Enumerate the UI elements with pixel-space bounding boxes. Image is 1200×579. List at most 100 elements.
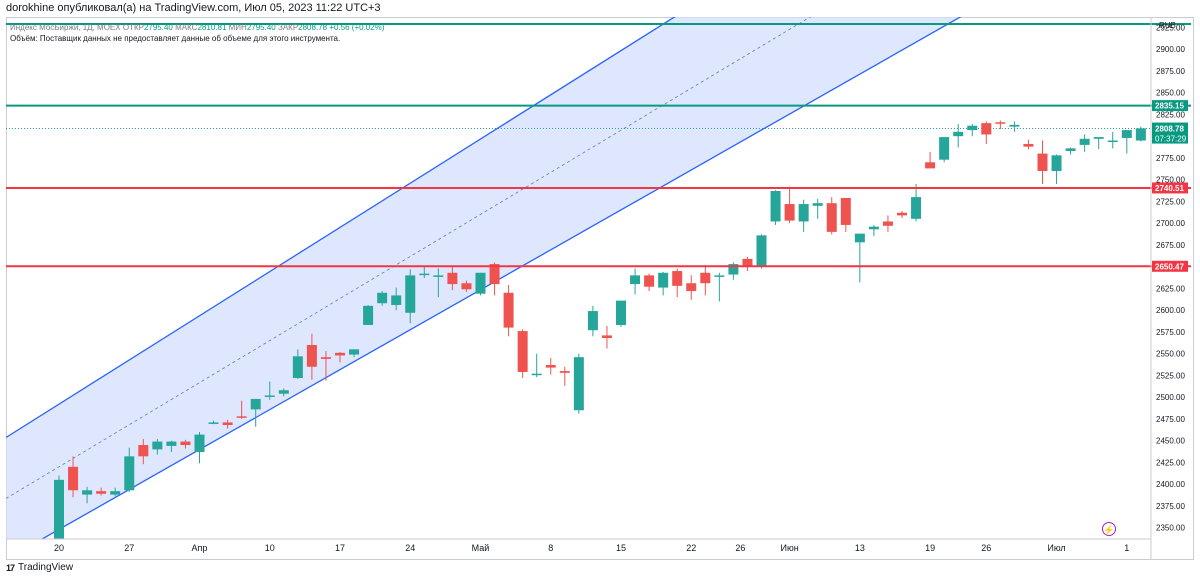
y-tick-label: 2550.00	[1156, 350, 1185, 359]
candle-body	[868, 226, 879, 230]
candle-body	[349, 349, 360, 355]
candle	[981, 121, 992, 145]
candle-body	[1135, 128, 1146, 141]
candle-body	[531, 373, 542, 376]
candle-body	[517, 331, 528, 372]
plot-area	[6, 17, 1151, 539]
candle-body	[278, 390, 289, 394]
candle-body	[208, 422, 219, 424]
candle	[320, 351, 331, 381]
y-tick-label: 2525.00	[1156, 371, 1185, 380]
candle	[335, 351, 345, 363]
candle-body	[405, 275, 416, 313]
legend-low: 2795.40	[246, 23, 276, 32]
candle-body	[911, 197, 922, 219]
candle-body	[812, 203, 823, 206]
candle	[152, 438, 163, 455]
footer-brand-label: TradingView	[18, 562, 74, 573]
candle	[194, 431, 205, 464]
candle	[1051, 154, 1062, 185]
y-tick-label: 2925.00	[1156, 23, 1185, 32]
x-tick-label: 19	[925, 543, 935, 553]
candle-body	[222, 422, 233, 426]
level-tag-2-bg	[1152, 100, 1188, 112]
candle	[306, 333, 317, 380]
level-tag-0: 2740.51	[1155, 184, 1184, 193]
candle	[517, 329, 528, 379]
candle-body	[981, 123, 992, 135]
legend-change: +0.56 (+0.02%)	[329, 23, 385, 32]
candle	[363, 304, 374, 325]
candle-body	[840, 197, 851, 225]
candle	[587, 305, 598, 337]
candle-body	[320, 357, 331, 359]
footer-brand[interactable]: 17 TradingView	[6, 562, 73, 573]
candle	[292, 349, 303, 379]
candle	[897, 211, 907, 218]
candle-body	[194, 434, 205, 452]
candle-body	[82, 490, 93, 495]
candle	[1135, 126, 1146, 142]
candle-body	[854, 233, 865, 243]
candle-body	[377, 292, 388, 304]
candle	[742, 257, 753, 272]
y-tick-label: 2500.00	[1156, 393, 1185, 402]
candle	[826, 197, 837, 235]
candle	[433, 268, 444, 298]
candle-body	[1079, 138, 1090, 145]
x-tick-label: 10	[265, 543, 275, 553]
candle	[377, 291, 388, 306]
y-tick-label: 2700.00	[1156, 219, 1185, 228]
volume-note: Объём: Поставщик данных не предоставляет…	[10, 34, 341, 43]
y-tick-label: 2775.00	[1156, 154, 1185, 163]
candle-body	[475, 272, 486, 294]
y-tick-label: 2575.00	[1156, 328, 1185, 337]
candle	[264, 381, 275, 400]
candle	[68, 456, 79, 498]
candle-body	[882, 221, 893, 226]
candle	[166, 440, 177, 452]
y-tick-label: 2675.00	[1156, 241, 1185, 250]
currency-label[interactable]: RUB	[1159, 21, 1176, 30]
y-tick-label: 2400.00	[1156, 480, 1185, 489]
lightning-icon[interactable]: ⚡	[1102, 522, 1116, 536]
candle	[405, 269, 416, 324]
last-price-tag: 2808.78	[1155, 125, 1184, 134]
x-tick-label: 17	[335, 543, 345, 553]
tradingview-logo-icon: 17	[6, 562, 15, 573]
candle-body	[728, 264, 739, 275]
x-tick-label: Май	[472, 543, 490, 553]
legend-open-label: ОТКР	[122, 23, 144, 32]
legend-high-label: МАКС	[175, 23, 198, 32]
candle	[1079, 134, 1090, 152]
candle	[531, 353, 542, 378]
y-tick-label: 2725.00	[1156, 197, 1185, 206]
candle-body	[700, 272, 711, 284]
candle	[840, 197, 851, 232]
x-tick-label: Июн	[780, 543, 798, 553]
legend-open: 2795.40	[143, 23, 173, 32]
channel-median-line	[6, 17, 811, 499]
y-tick-label: 2900.00	[1156, 45, 1185, 54]
candle-body	[967, 125, 978, 131]
candle-body	[489, 264, 500, 285]
candle-body	[995, 122, 1006, 124]
x-tick-label: 26	[981, 543, 991, 553]
x-tick-label: Июл	[1047, 543, 1065, 553]
candle-body	[559, 371, 570, 373]
candle	[138, 438, 149, 465]
candle	[1065, 147, 1076, 155]
candle	[82, 486, 93, 504]
candle-body	[363, 305, 374, 325]
y-tick-label: 2450.00	[1156, 437, 1185, 446]
candle-body	[138, 445, 149, 457]
candle	[1107, 131, 1118, 149]
candle	[644, 273, 655, 292]
legend-high: 2810.81	[197, 23, 227, 32]
candle-body	[601, 335, 612, 339]
candle-body	[1121, 130, 1132, 138]
candle	[461, 280, 472, 292]
candle	[601, 325, 612, 349]
x-tick-label: 15	[616, 543, 626, 553]
